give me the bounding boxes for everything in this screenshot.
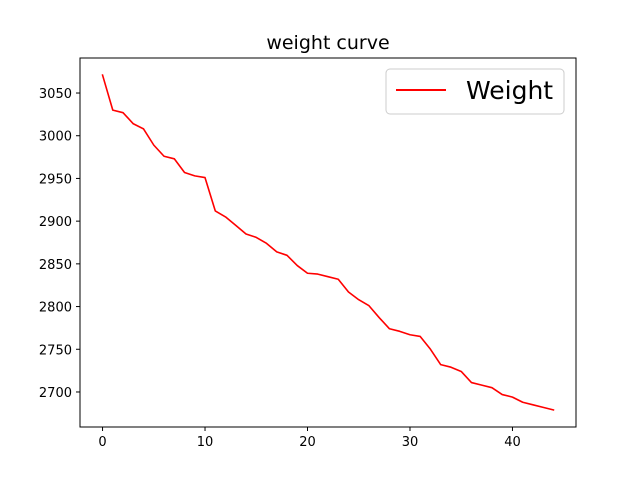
y-tick-label: 3000: [39, 130, 72, 145]
legend-box: [385, 68, 565, 115]
plot-frame: [79, 57, 577, 428]
x-axis: 0 10 20 30 40: [98, 427, 521, 450]
y-tick-label: 2850: [39, 258, 72, 273]
y-tick-label: 2950: [39, 172, 72, 187]
legend-label: Weight: [466, 76, 553, 105]
y-tick-label: 2800: [39, 301, 72, 316]
x-tick-label: 0: [98, 435, 106, 450]
series-layer: [101, 74, 555, 411]
y-axis: 2700 2750 2800 2850 2900 2950 3000 3050: [39, 87, 80, 401]
x-tick-label: 40: [504, 435, 521, 450]
legend: Weight: [385, 68, 565, 115]
x-tick-label: 20: [299, 435, 316, 450]
y-tick-label: 2900: [39, 215, 72, 230]
chart-title: weight curve: [266, 32, 389, 54]
y-tick-label: 3050: [39, 87, 72, 102]
x-tick-label: 10: [197, 435, 214, 450]
x-tick-label: 30: [402, 435, 419, 450]
series-line-weight: [101, 74, 555, 411]
y-tick-label: 2700: [39, 386, 72, 401]
y-tick-label: 2750: [39, 343, 72, 358]
plot-area: [80, 58, 576, 427]
